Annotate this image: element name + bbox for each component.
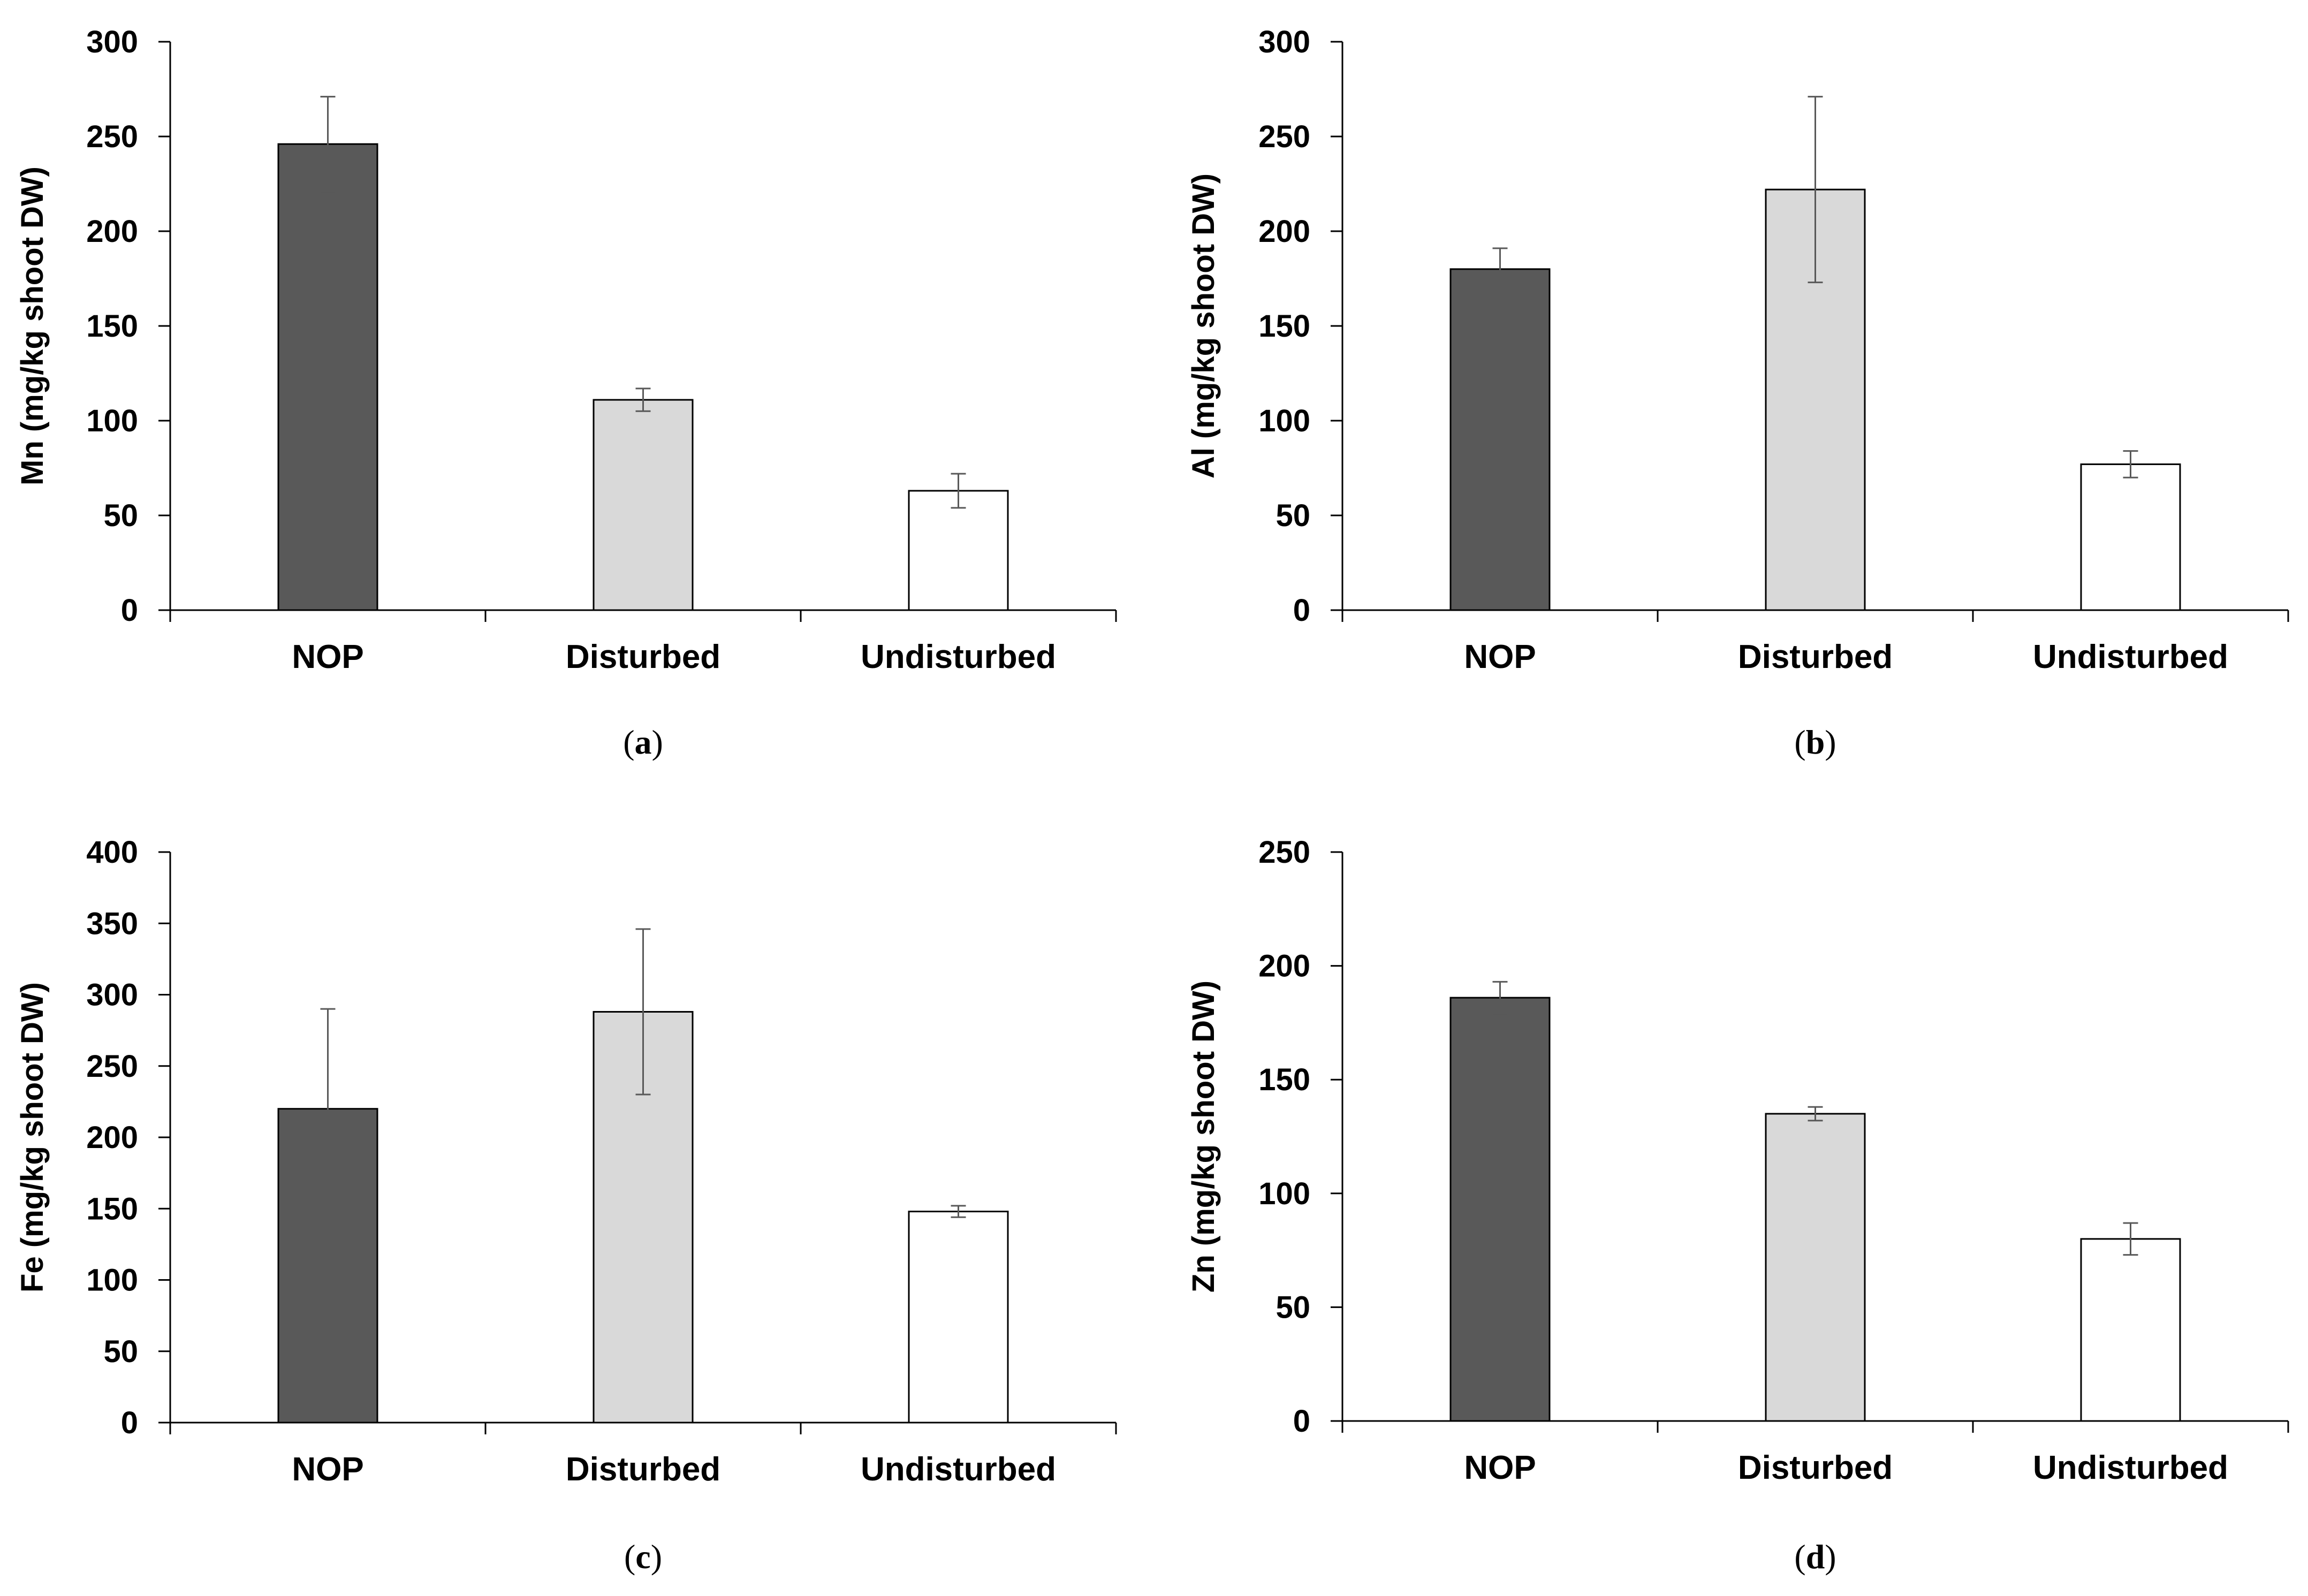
y-tick-label: 0 xyxy=(121,593,138,628)
y-axis-title: Zn (mg/kg shoot DW) xyxy=(1186,981,1221,1293)
panel-caption: (d) xyxy=(1794,1538,1836,1576)
bar-disturbed xyxy=(1765,1113,1866,1422)
bar-undisturbed xyxy=(908,1211,1009,1424)
y-tick-label: 300 xyxy=(86,25,138,59)
chart-panel-a: 0 50 100 150 200 250 300 NOP Disturbed Undisturbe… xyxy=(15,25,1117,761)
bar-undisturbed xyxy=(2080,1238,2181,1422)
y-tick-label: 200 xyxy=(86,1120,138,1155)
y-tick-label: 150 xyxy=(1258,309,1310,344)
y-tick-label: 50 xyxy=(1276,1290,1310,1325)
category-label: Undisturbed xyxy=(2033,1449,2228,1486)
y-tick-label: 150 xyxy=(86,1191,138,1226)
y-tick-label: 250 xyxy=(1258,835,1310,870)
y-tick-label: 400 xyxy=(86,835,138,870)
bar-disturbed xyxy=(593,399,694,611)
y-axis-title: Mn (mg/kg shoot DW) xyxy=(15,166,50,485)
y-tick-label: 100 xyxy=(86,404,138,438)
y-tick-label: 200 xyxy=(86,214,138,249)
panel-caption: (b) xyxy=(1794,723,1836,761)
category-label: Disturbed xyxy=(566,639,720,675)
y-tick-label: 300 xyxy=(86,978,138,1013)
category-label: Disturbed xyxy=(566,1451,720,1488)
y-tick-label: 250 xyxy=(1258,119,1310,154)
y-tick-label: 250 xyxy=(86,119,138,154)
panel-caption: (c) xyxy=(624,1538,662,1576)
category-label: NOP xyxy=(292,639,363,675)
y-tick-label: 100 xyxy=(1258,404,1310,438)
bar-nop xyxy=(277,143,378,611)
y-tick-label: 50 xyxy=(103,498,138,533)
y-tick-label: 200 xyxy=(1258,949,1310,984)
y-tick-label: 100 xyxy=(1258,1176,1310,1211)
chart-panel-d: 0 50 100 150 200 250 NOP Disturbed Undisturbed Zn… xyxy=(1186,835,2289,1576)
chart-panel-b: 0 50 100 150 200 250 300 NOP Disturbed Undisturbe… xyxy=(1186,25,2289,761)
y-axis-title: Fe (mg/kg shoot DW) xyxy=(15,982,50,1293)
y-tick-label: 0 xyxy=(1293,1404,1310,1439)
category-label: Undisturbed xyxy=(861,639,1056,675)
category-label: Undisturbed xyxy=(2033,639,2228,675)
panel-caption: (a) xyxy=(623,723,663,761)
bar-undisturbed xyxy=(908,490,1009,611)
y-tick-label: 300 xyxy=(1258,25,1310,59)
y-tick-label: 50 xyxy=(1276,498,1310,533)
category-label: Disturbed xyxy=(1738,639,1893,675)
category-label: NOP xyxy=(1464,1449,1536,1486)
category-label: Undisturbed xyxy=(861,1451,1056,1488)
category-label: Disturbed xyxy=(1738,1449,1893,1486)
y-tick-label: 350 xyxy=(86,906,138,941)
chart-panel-c: 0 50 100 150 200 250 300 350 400 NOP Disturbed Undi… xyxy=(15,835,1117,1576)
y-tick-label: 0 xyxy=(1293,593,1310,628)
category-label: NOP xyxy=(1464,639,1536,675)
bar-undisturbed xyxy=(2080,463,2181,611)
y-tick-label: 100 xyxy=(86,1263,138,1298)
bar-nop xyxy=(1449,268,1551,611)
y-tick-label: 0 xyxy=(121,1405,138,1440)
category-label: NOP xyxy=(292,1451,363,1488)
y-tick-label: 50 xyxy=(103,1334,138,1369)
y-tick-label: 150 xyxy=(1258,1062,1310,1097)
y-tick-label: 150 xyxy=(86,309,138,344)
bar-nop xyxy=(1449,997,1551,1422)
y-tick-label: 200 xyxy=(1258,214,1310,249)
y-tick-label: 250 xyxy=(86,1049,138,1084)
y-axis-title: Al (mg/kg shoot DW) xyxy=(1186,173,1221,478)
